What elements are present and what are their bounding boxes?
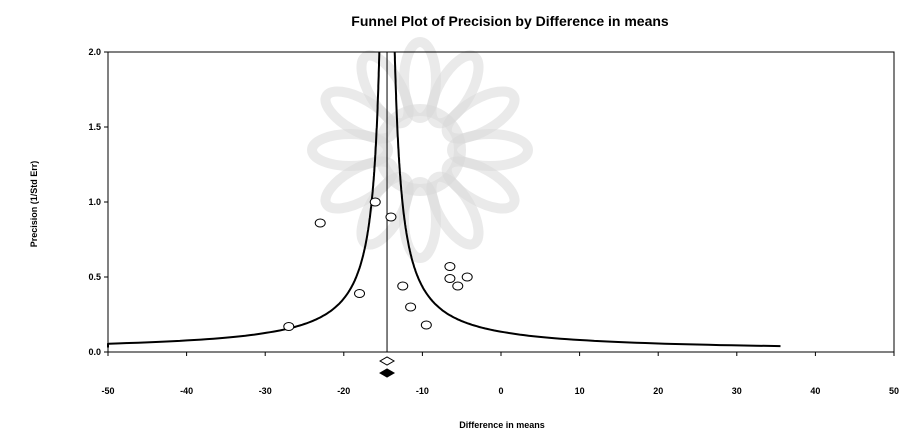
plot-frame bbox=[107, 51, 895, 353]
summary-adjusted-diamond bbox=[379, 368, 396, 378]
watermark-petal bbox=[356, 50, 414, 129]
x-tick-label: 0 bbox=[498, 386, 503, 396]
summary-diamonds bbox=[379, 356, 396, 378]
watermark-petal bbox=[447, 129, 533, 171]
x-axis: -50 -40 -30 -20 -10 0 10 20 30 40 50 bbox=[101, 352, 899, 396]
x-tick-label: 30 bbox=[732, 386, 742, 396]
x-tick-label: -50 bbox=[101, 386, 114, 396]
y-tick-label: 0.5 bbox=[88, 272, 101, 282]
watermark-petal bbox=[426, 50, 484, 129]
study-point bbox=[369, 197, 381, 207]
funnel-lines bbox=[107, 51, 781, 352]
x-axis-label: Difference in means bbox=[459, 420, 545, 430]
x-tick-label: 20 bbox=[653, 386, 663, 396]
study-point bbox=[405, 302, 417, 312]
x-tick-label: -30 bbox=[259, 386, 272, 396]
watermark-petal bbox=[441, 156, 520, 214]
funnel-left-line bbox=[107, 52, 381, 348]
y-tick-label: 1.0 bbox=[88, 197, 101, 207]
study-point bbox=[354, 289, 366, 298]
study-point bbox=[420, 320, 432, 330]
study-point bbox=[314, 218, 326, 228]
x-tick-label: 50 bbox=[889, 386, 899, 396]
y-axis-label: Precision (1/Std Err) bbox=[29, 161, 39, 248]
x-tick-label: 10 bbox=[575, 386, 585, 396]
watermark-petal bbox=[399, 37, 441, 123]
watermark-core bbox=[374, 104, 466, 196]
watermark-petal bbox=[320, 86, 399, 144]
summary-observed-diamond bbox=[379, 356, 396, 366]
study-point bbox=[444, 262, 456, 271]
study-point bbox=[283, 322, 295, 331]
watermark-petal bbox=[426, 171, 484, 250]
study-points bbox=[283, 197, 473, 331]
funnel-right-line bbox=[393, 51, 781, 348]
study-point bbox=[397, 281, 409, 291]
y-axis: 0.0 0.5 1.0 1.5 2.0 bbox=[88, 47, 108, 357]
watermark-petal bbox=[320, 156, 399, 214]
study-point bbox=[461, 272, 473, 282]
chart-title: Funnel Plot of Precision by Difference i… bbox=[351, 13, 669, 29]
x-tick-label: -20 bbox=[337, 386, 350, 396]
study-point bbox=[444, 274, 456, 283]
x-tick-label: 40 bbox=[810, 386, 820, 396]
watermark-petal bbox=[307, 129, 393, 171]
y-tick-label: 2.0 bbox=[88, 47, 101, 57]
watermark-rosette bbox=[307, 37, 533, 263]
x-tick-label: -10 bbox=[416, 386, 429, 396]
study-point bbox=[385, 212, 397, 222]
y-tick-label: 1.5 bbox=[88, 122, 101, 132]
study-point bbox=[452, 281, 464, 291]
plot-border bbox=[107, 51, 895, 353]
x-tick-label: -40 bbox=[180, 386, 193, 396]
watermark-petal bbox=[441, 86, 520, 144]
y-tick-label: 0.0 bbox=[88, 347, 101, 357]
